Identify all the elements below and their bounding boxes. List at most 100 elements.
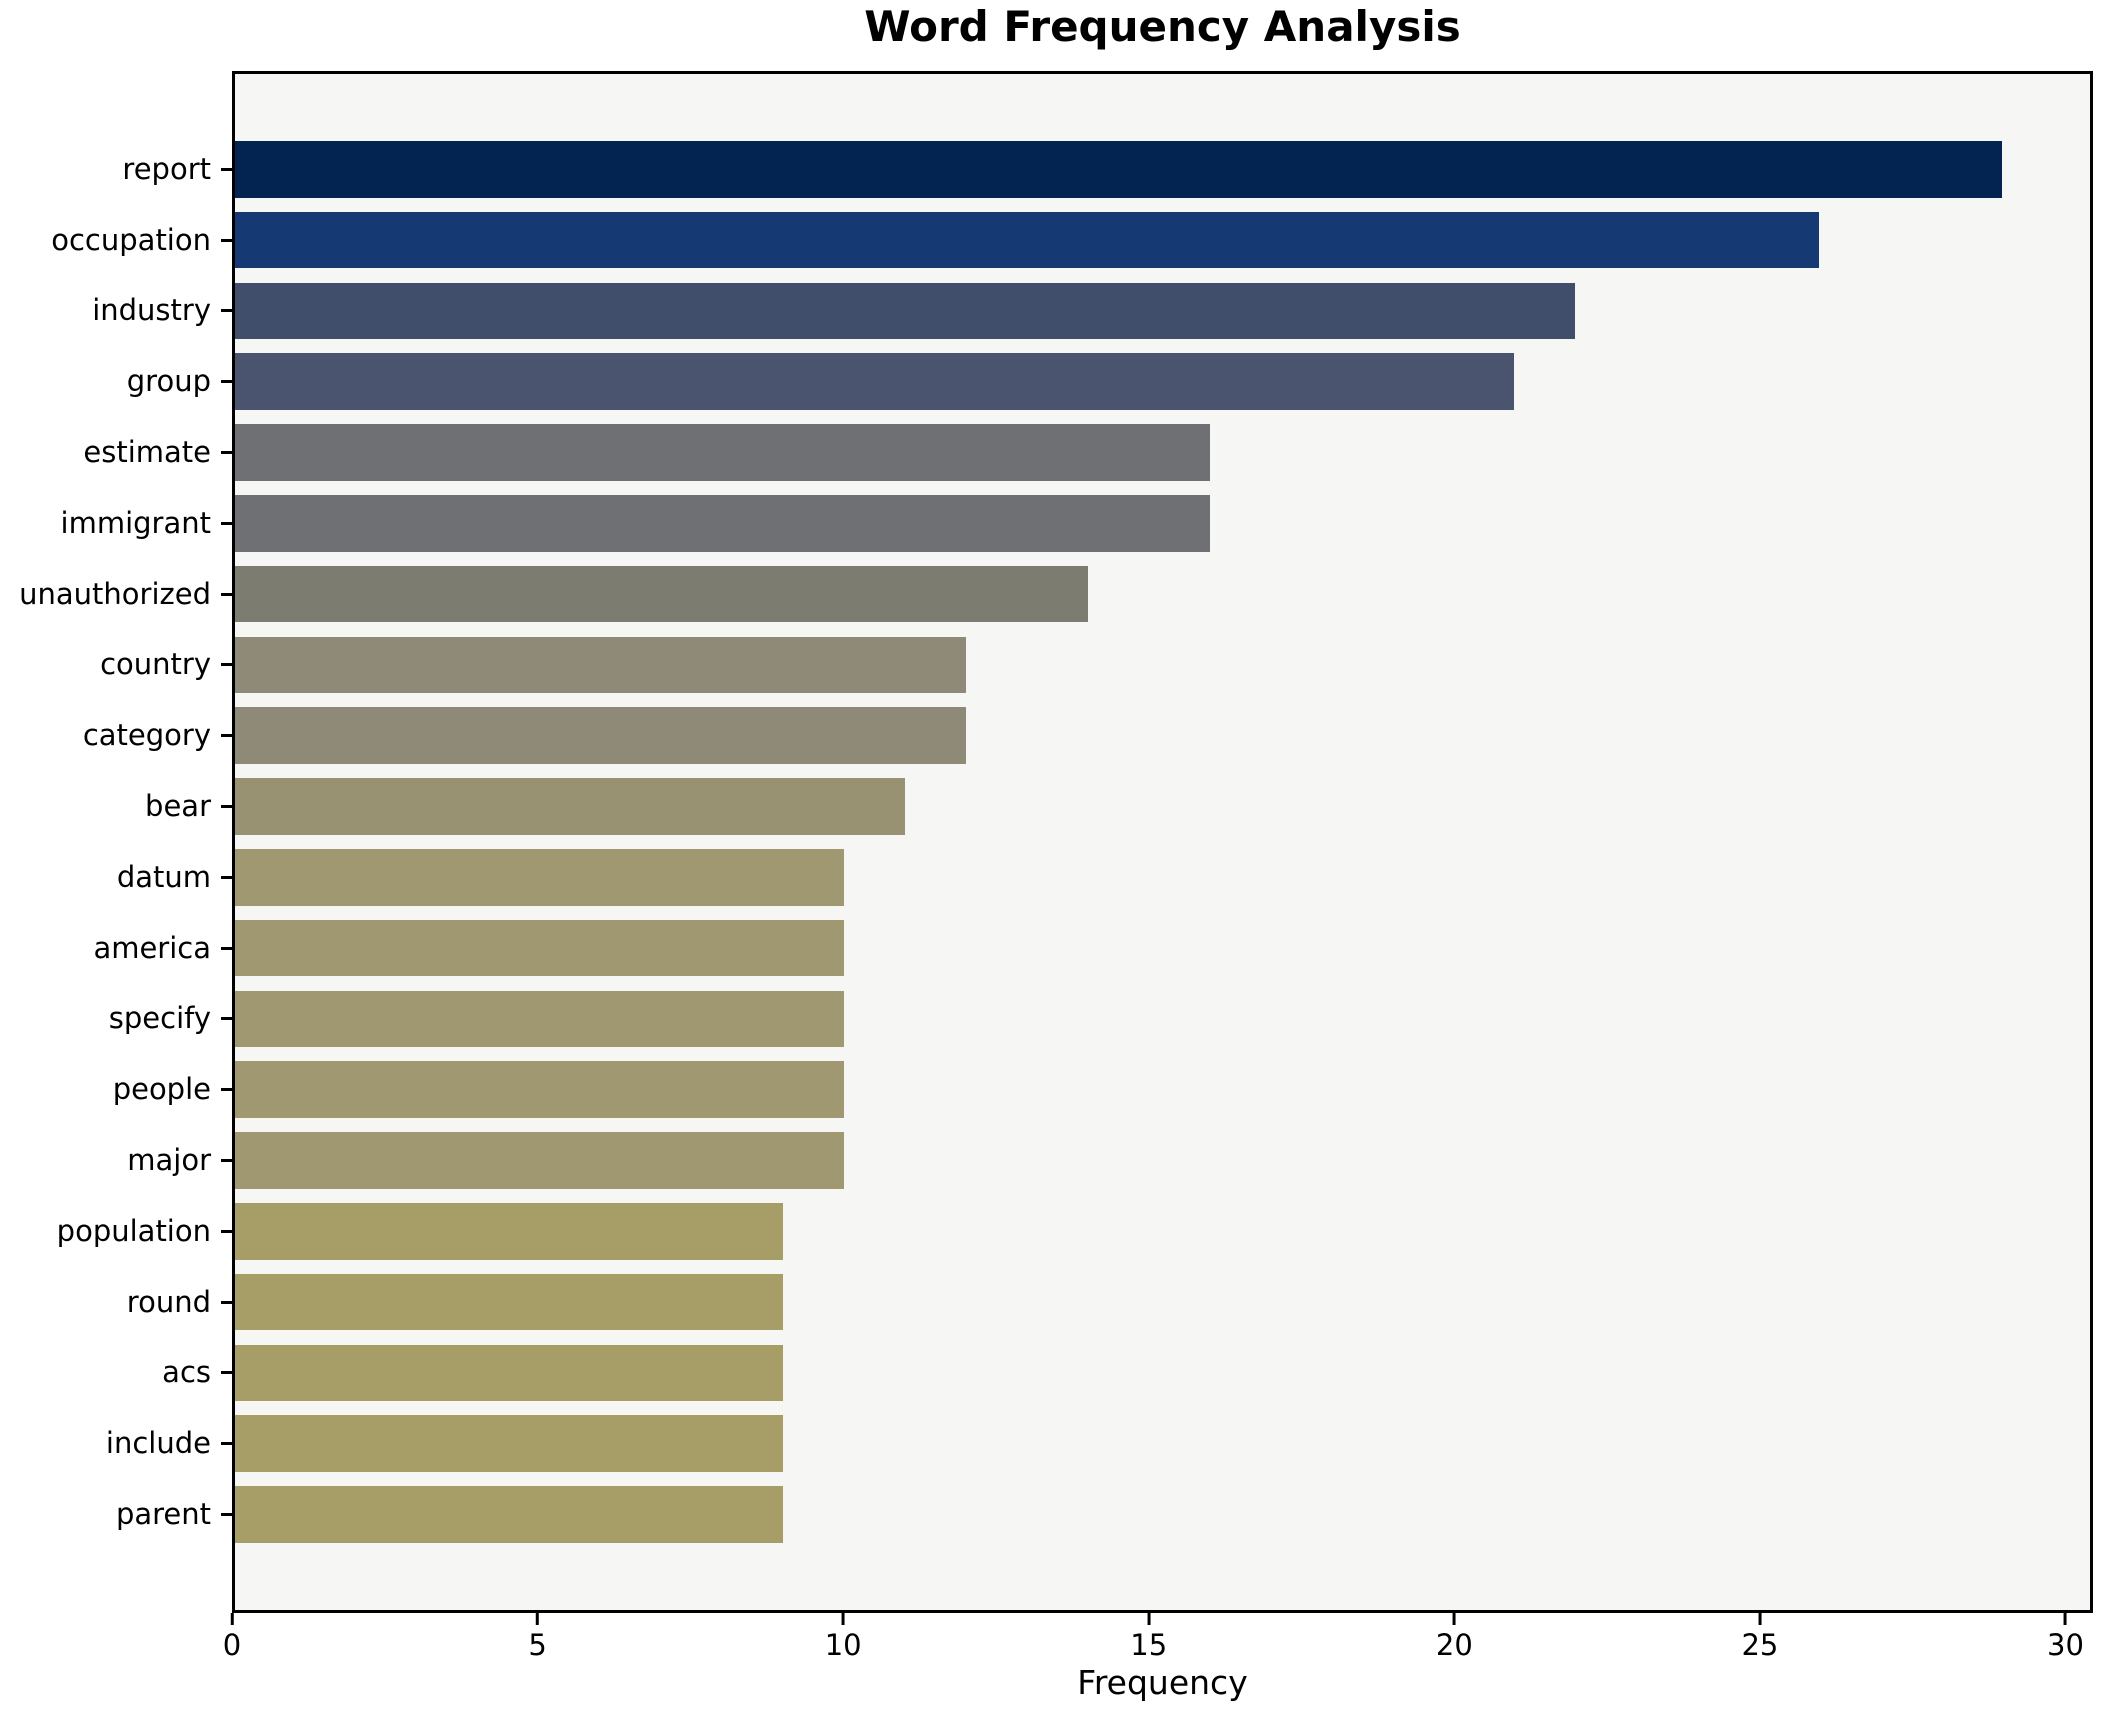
bar-row [235, 417, 2090, 488]
bar-row [235, 1125, 2090, 1196]
x-tick: 25 [1741, 1613, 1778, 1660]
y-tick-mark [221, 167, 232, 171]
y-axis-row: include [0, 1408, 232, 1479]
bar-acs [235, 1344, 784, 1402]
x-tick-label-0: 0 [222, 1628, 242, 1662]
y-tick-label-report: report [122, 151, 211, 186]
y-axis-row: specify [0, 984, 232, 1055]
x-tick-mark [1758, 1613, 1762, 1625]
y-tick-mark [221, 1159, 232, 1163]
plot-area [232, 71, 2093, 1613]
y-axis-row: category [0, 700, 232, 771]
bar-row [235, 1196, 2090, 1267]
y-tick-mark [221, 875, 232, 879]
x-axis: 0 5 10 15 20 25 30 [223, 1613, 2093, 1683]
y-tick-mark [221, 734, 232, 738]
y-axis-row: report [0, 134, 232, 205]
bar-row [235, 913, 2090, 984]
y-tick-mark [221, 1371, 232, 1375]
bar-row [235, 346, 2090, 417]
y-tick-label-estimate: estimate [83, 435, 211, 470]
y-tick-label-major: major [127, 1143, 211, 1178]
y-axis-row: parent [0, 1479, 232, 1550]
bar-row [235, 630, 2090, 701]
y-axis-row: bear [0, 771, 232, 842]
y-tick-label-people: people [112, 1072, 211, 1107]
y-tick-label-parent: parent [115, 1497, 211, 1532]
chart-title: Word Frequency Analysis [864, 2, 1461, 51]
y-tick-mark [221, 1229, 232, 1233]
bar-report [235, 141, 2002, 198]
y-axis-row: round [0, 1267, 232, 1338]
x-tick-label-20: 20 [1435, 1628, 1473, 1662]
y-tick-label-industry: industry [92, 293, 211, 328]
y-tick-mark [221, 805, 232, 809]
bar-row [235, 1338, 2090, 1409]
y-tick-mark [221, 663, 232, 667]
bar-occupation [235, 211, 1819, 269]
bar-datum [235, 849, 845, 906]
y-tick-label-population: population [56, 1213, 211, 1248]
y-axis-row: major [0, 1125, 232, 1196]
y-axis: report occupation industry group estimate imm… [0, 74, 232, 1610]
x-axis-label: Frequency [1077, 1663, 1248, 1702]
y-tick-label-acs: acs [162, 1355, 211, 1390]
bar-specify [235, 990, 845, 1048]
y-tick-label-country: country [100, 647, 211, 682]
y-tick-label-category: category [82, 718, 211, 753]
bar-population [235, 1203, 784, 1260]
y-tick-mark [221, 1300, 232, 1304]
y-axis-row: group [0, 346, 232, 417]
bar-row [235, 1408, 2090, 1479]
y-tick-mark [221, 946, 232, 950]
y-axis-row: people [0, 1054, 232, 1125]
x-tick-label-10: 10 [824, 1628, 862, 1662]
bar-group [235, 353, 1515, 411]
y-axis-row: unauthorized [0, 559, 232, 630]
bar-america [235, 919, 845, 977]
bar-include [235, 1415, 784, 1473]
y-axis-row: estimate [0, 417, 232, 488]
y-tick-label-include: include [105, 1426, 211, 1461]
y-tick-mark [221, 521, 232, 525]
bars-container [235, 74, 2090, 1610]
bar-row [235, 842, 2090, 913]
x-tick-mark [1452, 1613, 1456, 1625]
y-tick-mark [221, 238, 232, 242]
bar-industry [235, 282, 1576, 340]
x-tick: 10 [825, 1613, 862, 1660]
x-tick-mark [536, 1613, 540, 1625]
x-tick: 5 [528, 1613, 547, 1660]
bar-parent [235, 1486, 784, 1543]
y-axis-row: america [0, 913, 232, 984]
y-axis-row: population [0, 1196, 232, 1267]
x-tick-label-15: 15 [1130, 1628, 1168, 1662]
bar-people [235, 1061, 845, 1119]
x-tick-mark [1147, 1613, 1151, 1625]
x-tick-mark [230, 1613, 234, 1625]
x-tick: 0 [223, 1613, 241, 1660]
bar-estimate [235, 424, 1210, 481]
bar-row [235, 1267, 2090, 1338]
y-tick-mark [221, 1088, 232, 1092]
y-axis-row: country [0, 630, 232, 701]
bar-immigrant [235, 495, 1210, 552]
bar-unauthorized [235, 565, 1088, 623]
y-tick-label-immigrant: immigrant [60, 505, 211, 540]
y-tick-label-group: group [126, 364, 211, 399]
x-tick: 30 [2047, 1613, 2084, 1660]
y-tick-label-america: america [93, 930, 211, 965]
y-tick-label-unauthorized: unauthorized [19, 576, 211, 611]
bar-row [235, 276, 2090, 347]
y-tick-mark [221, 451, 232, 455]
y-tick-mark [221, 380, 232, 384]
x-tick: 20 [1436, 1613, 1473, 1660]
bar-row [235, 984, 2090, 1055]
y-tick-mark [221, 592, 232, 596]
bar-bear [235, 778, 906, 835]
y-axis-row: occupation [0, 205, 232, 276]
x-tick-label-25: 25 [1741, 1628, 1779, 1662]
bar-major [235, 1132, 845, 1189]
bar-row [235, 134, 2090, 205]
